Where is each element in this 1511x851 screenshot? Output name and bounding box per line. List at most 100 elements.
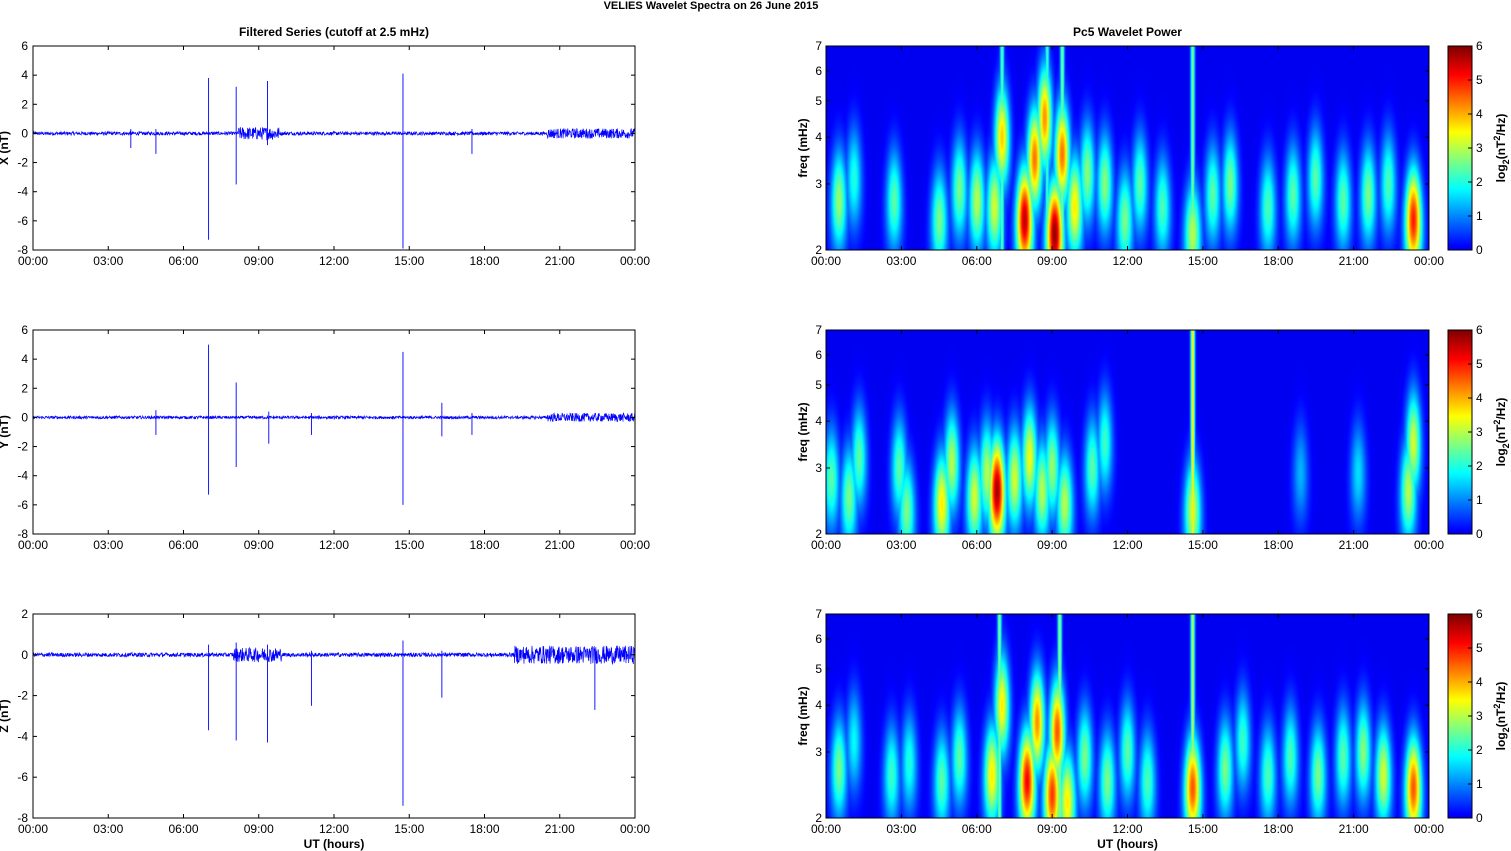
x-tick-label: 03:00 [886,538,916,552]
colorbar-tick-label: 5 [1476,357,1483,371]
x-tick-label: 18:00 [469,254,499,268]
colorbar-label-part: (nT [1494,140,1508,159]
wavelet-panel-0: Pc5 Wavelet Power 2 3 4 5 6 7 00:00 03:00 06:00 09… [796,25,1511,268]
colorbar-tick-label: 5 [1476,73,1483,87]
y-tick-label: 2 [21,607,28,621]
y-tick-label: -4 [17,729,28,743]
colorbar-tick-label: 0 [1476,527,1483,541]
colorbar-tick-label: 5 [1476,641,1483,655]
y-tick-label: -6 [17,498,28,512]
y-tick-label: 4 [815,698,822,712]
plot-area [33,330,635,534]
panels: Filtered Series (cutoff at 2.5 mHz) -8 -6 -… [0,25,1511,851]
x-tick-label: 09:00 [244,822,274,836]
figure-title: VELIES Wavelet Spectra on 26 June 2015 [604,0,819,12]
y-tick-label: -8 [17,811,28,825]
y-tick-label: -2 [17,156,28,170]
colorbar-tick-label: 1 [1476,209,1483,223]
x-tick-label: 15:00 [1188,254,1218,268]
panel-title: Pc5 Wavelet Power [1073,25,1182,39]
y-tick-label: 5 [815,662,822,676]
x-tick-label: 15:00 [1188,822,1218,836]
x-tick-label: 00:00 [620,254,650,268]
x-tick-label: 06:00 [168,254,198,268]
colorbar-tick-label: 2 [1476,175,1483,189]
y-tick-label: -4 [17,185,28,199]
x-tick-label: 18:00 [469,538,499,552]
y-tick-label: 2 [21,97,28,111]
colorbar-tick-label: 2 [1476,743,1483,757]
colorbar-label-part: /Hz) [1494,682,1508,704]
colorbar-label-part: 2 [1501,443,1511,448]
y-tick-label: -8 [17,243,28,257]
colorbar-label-part: (nT [1494,708,1508,727]
y-tick-label: 2 [21,381,28,395]
colorbar-tick-label: 0 [1476,811,1483,825]
y-tick-label: 4 [21,68,28,82]
y-tick-label: 6 [21,323,28,337]
wavelet-panel-1: 2 3 4 5 6 7 00:00 03:00 06:00 09:00 12:00 15:00 18:0… [796,323,1511,552]
colorbar-label-part: 2 [1501,159,1511,164]
colorbar-tick-label: 1 [1476,777,1483,791]
x-tick-label: 12:00 [319,538,349,552]
colorbar-label-part: (nT [1494,424,1508,443]
x-tick-label: 00:00 [18,822,48,836]
y-axis-label: freq (mHz) [796,686,810,745]
panel-title: Filtered Series (cutoff at 2.5 mHz) [239,25,429,39]
series-trace [32,127,636,141]
x-tick-label: 15:00 [394,254,424,268]
colorbar-tick-label: 6 [1476,39,1483,53]
y-tick-label: 4 [815,414,822,428]
x-tick-label: 00:00 [1414,822,1444,836]
y-tick-label: -6 [17,214,28,228]
x-tick-label: 09:00 [244,538,274,552]
x-tick-label: 12:00 [1112,822,1142,836]
x-tick-label: 21:00 [545,254,575,268]
x-tick-label: 15:00 [394,822,424,836]
x-tick-label: 18:00 [1263,254,1293,268]
wavelet-power-map [826,46,1429,250]
colorbar-tick-label: 3 [1476,425,1483,439]
x-tick-label: 12:00 [1112,254,1142,268]
x-tick-label: 21:00 [1339,538,1369,552]
y-tick-label: 6 [21,39,28,53]
x-tick-label: 21:00 [1339,254,1369,268]
y-tick-label: 0 [21,648,28,662]
wavelet-power-map [826,614,1429,818]
series-panel-2: -8 -6 -4 -2 0 2 00:00 03:00 06:00 09:00 12:00 15:00… [0,607,650,851]
colorbar-tick-label: 1 [1476,493,1483,507]
x-tick-label: 00:00 [811,254,841,268]
x-tick-label: 18:00 [1263,822,1293,836]
y-tick-label: 3 [815,461,822,475]
x-tick-label: 21:00 [545,822,575,836]
x-tick-label: 03:00 [93,254,123,268]
x-tick-label: 03:00 [886,822,916,836]
y-axis-label: freq (mHz) [796,402,810,461]
plot-area [33,614,635,818]
y-tick-label: 2 [815,811,822,825]
x-tick-label: 09:00 [1037,538,1067,552]
colorbar-label-part: 2 [1492,136,1502,141]
colorbar-label-part: log [1494,448,1508,466]
wavelet-power-map [826,330,1429,534]
x-tick-label: 00:00 [18,254,48,268]
colorbar-tick-label: 3 [1476,709,1483,723]
colorbar-tick-label: 4 [1476,675,1483,689]
x-tick-label: 00:00 [1414,254,1444,268]
y-tick-label: 2 [815,527,822,541]
y-tick-label: 3 [815,177,822,191]
x-tick-label: 06:00 [962,254,992,268]
colorbar-label-part: /Hz) [1494,114,1508,136]
y-tick-label: -4 [17,469,28,483]
y-tick-label: 0 [21,410,28,424]
series-trace [32,412,636,423]
colorbar-tick-label: 0 [1476,243,1483,257]
x-tick-label: 06:00 [962,822,992,836]
x-tick-label: 09:00 [244,254,274,268]
x-tick-label: 00:00 [620,538,650,552]
x-tick-label: 21:00 [1339,822,1369,836]
y-axis-label: X (nT) [0,131,11,165]
y-tick-label: -6 [17,770,28,784]
x-tick-label: 00:00 [620,822,650,836]
